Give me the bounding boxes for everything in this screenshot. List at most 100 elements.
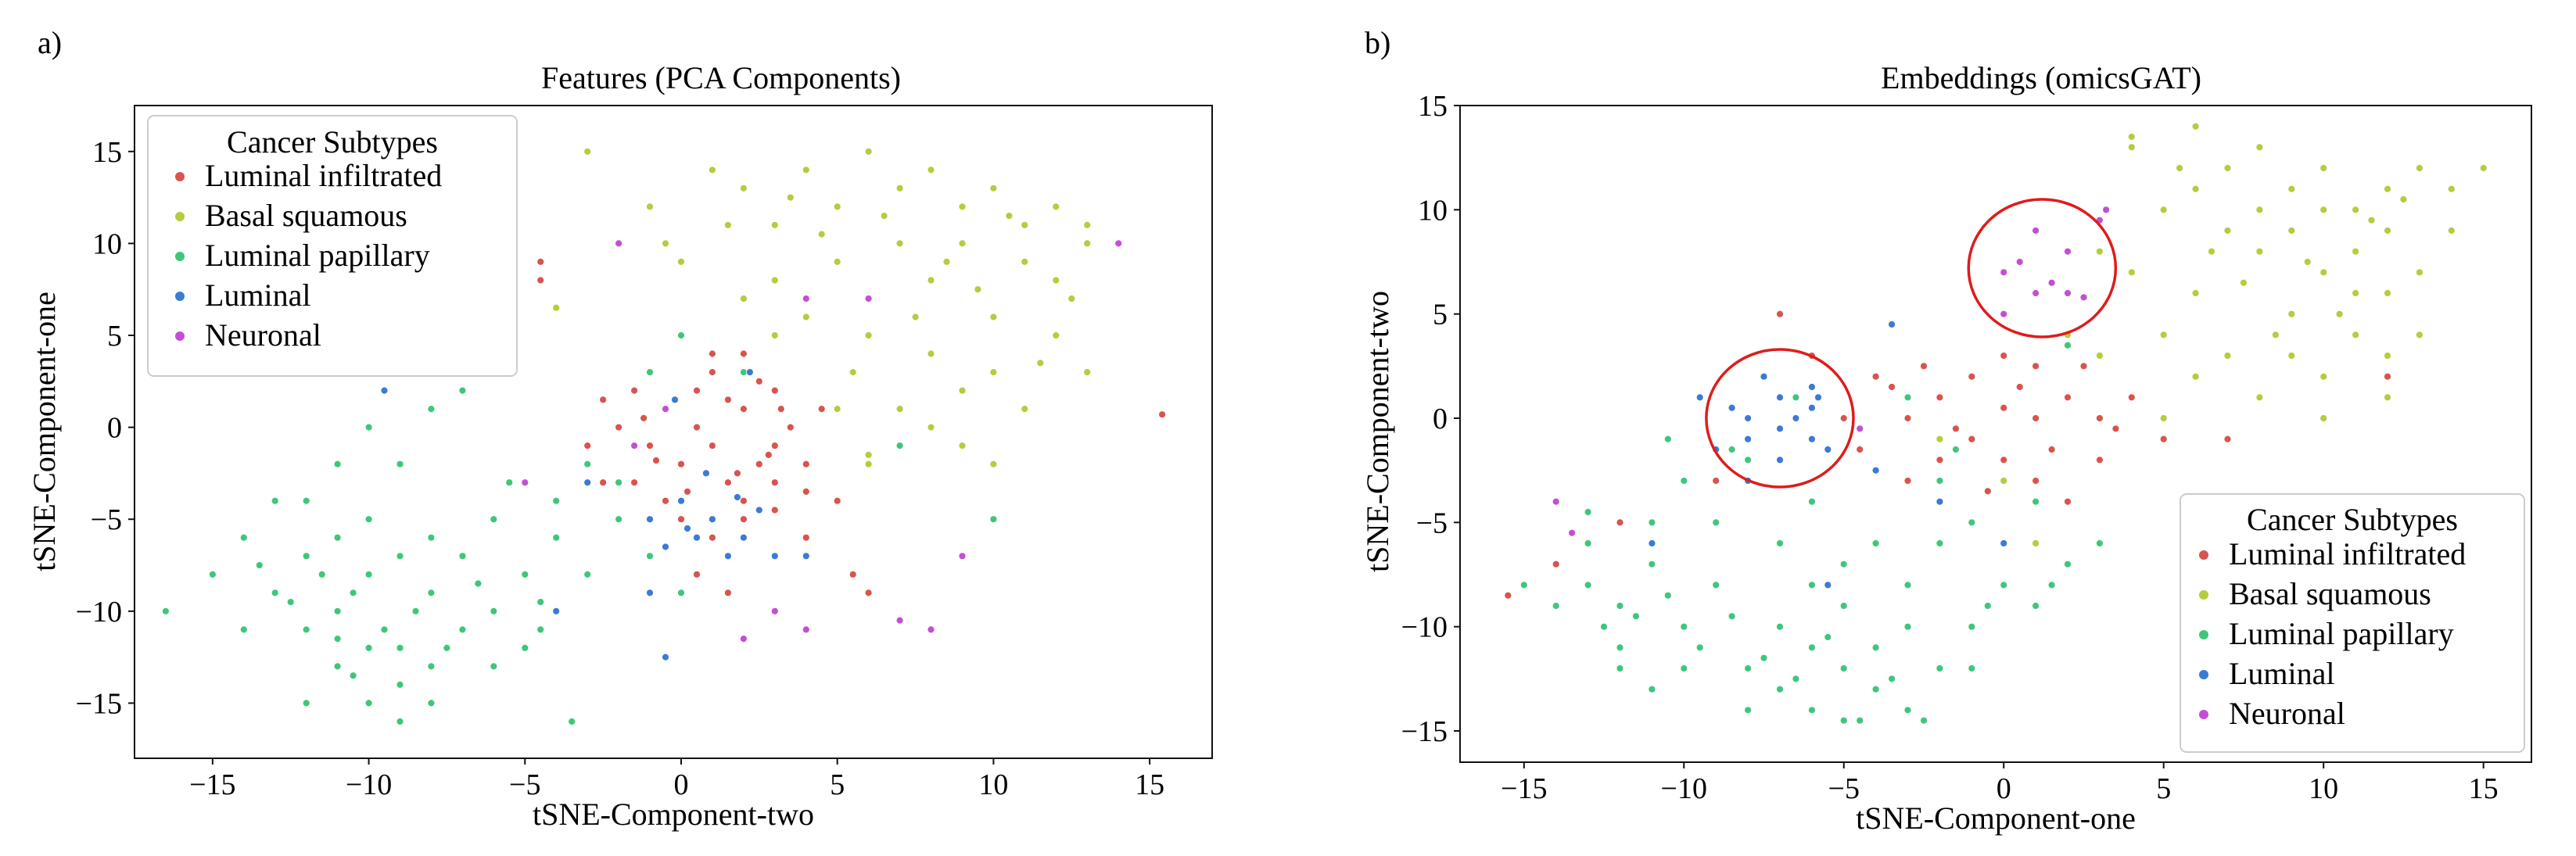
point-luminal-papillary (380, 625, 389, 634)
legend: Cancer Subtypes Luminal infiltrated Basal… (147, 115, 518, 377)
point-luminal-papillary (1871, 685, 1880, 693)
point-luminal-infiltrated (2384, 372, 2391, 381)
point-luminal-papillary (1519, 581, 1528, 589)
point-basal-squamous (2384, 184, 2391, 193)
point-basal-squamous (958, 239, 967, 248)
point-luminal-papillary (1871, 643, 1880, 652)
point-neuronal (770, 607, 779, 615)
y-tick-label: 10 (92, 227, 122, 260)
point-basal-squamous (2159, 414, 2168, 422)
point-basal-squamous (770, 331, 779, 339)
legend-box (147, 115, 518, 377)
point-basal-squamous (2447, 184, 2456, 193)
point-luminal-infiltrated (2032, 362, 2040, 371)
point-luminal-infiltrated (2095, 456, 2104, 464)
point-luminal-infiltrated (1856, 446, 1864, 453)
point-luminal-infiltrated (652, 457, 660, 464)
point-luminal (646, 515, 654, 524)
point-luminal-infiltrated (740, 405, 748, 413)
y-tick-label: 15 (1418, 90, 1448, 123)
point-neuronal (740, 635, 748, 643)
point-neuronal (2064, 247, 2072, 256)
point-basal-squamous (740, 184, 748, 192)
highlight-circles (1705, 198, 2118, 489)
point-luminal-infiltrated (1936, 456, 1944, 464)
point-luminal-papillary (427, 699, 436, 707)
legend-title: Cancer Subtypes (227, 124, 438, 159)
point-luminal-papillary (1776, 539, 1784, 547)
point-basal-squamous (802, 166, 810, 174)
point-basal-squamous (2384, 227, 2391, 235)
legend-label: Luminal infiltrated (2229, 536, 2466, 571)
point-luminal-infiltrated (1871, 372, 1880, 381)
point-luminal-papillary (1584, 581, 1592, 589)
point-luminal-papillary (458, 625, 467, 634)
point-basal-squamous (2352, 247, 2360, 256)
point-basal-squamous (583, 147, 592, 156)
point-luminal (1936, 497, 1944, 506)
point-neuronal (1568, 528, 1576, 537)
point-luminal-papillary (1760, 654, 1768, 662)
point-basal-squamous (2191, 184, 2200, 193)
point-luminal (1695, 393, 1704, 402)
point-basal-squamous (989, 460, 998, 468)
point-luminal-papillary (1616, 664, 1624, 672)
point-basal-squamous (989, 184, 998, 192)
point-basal-squamous (2319, 164, 2328, 172)
point-basal-squamous (864, 331, 873, 339)
point-luminal-papillary (2032, 602, 2040, 610)
point-basal-squamous (1052, 202, 1060, 211)
point-luminal (646, 589, 654, 597)
point-basal-squamous (958, 442, 967, 449)
point-luminal-infiltrated (536, 276, 545, 285)
point-basal-squamous (770, 276, 779, 285)
point-basal-squamous (786, 193, 795, 202)
point-basal-squamous (2176, 164, 2184, 172)
point-luminal-papillary (286, 598, 295, 606)
point-neuronal (2032, 227, 2040, 235)
y-tick-label: −15 (1401, 715, 1448, 748)
point-neuronal (864, 295, 873, 303)
point-basal-squamous (2127, 133, 2136, 141)
point-luminal-papillary (521, 570, 529, 578)
point-luminal-infiltrated (2032, 414, 2040, 422)
point-luminal-infiltrated (2127, 393, 2136, 402)
point-luminal (677, 496, 685, 505)
point-luminal-papillary (490, 515, 498, 524)
point-luminal-papillary (583, 460, 592, 468)
x-tick-label: −15 (1501, 772, 1547, 805)
scatter-points (161, 147, 1166, 725)
point-luminal (662, 543, 669, 551)
point-luminal-papillary (646, 552, 654, 561)
legend-label: Neuronal (2229, 696, 2345, 731)
point-basal-squamous (802, 313, 810, 321)
point-luminal (552, 607, 561, 615)
legend-label: Luminal infiltrated (205, 158, 442, 193)
point-luminal-papillary (646, 368, 654, 377)
x-ticks: −15 −10 −5 0 5 10 15 (189, 758, 1164, 801)
point-luminal-infiltrated (755, 460, 763, 468)
point-basal-squamous (958, 386, 967, 395)
point-neuronal (927, 625, 935, 634)
point-luminal-infiltrated (864, 589, 873, 597)
point-luminal-infiltrated (2111, 424, 2120, 433)
point-luminal-infiltrated (770, 478, 779, 487)
point-luminal-infiltrated (755, 377, 763, 385)
point-luminal (702, 469, 710, 478)
point-basal-squamous (833, 202, 841, 211)
point-luminal-papillary (1903, 581, 1912, 589)
point-luminal-papillary (677, 589, 685, 597)
point-luminal-infiltrated (1968, 435, 1976, 443)
point-basal-squamous (942, 257, 951, 266)
legend-label: Basal squamous (2229, 576, 2431, 611)
point-luminal-infiltrated (693, 386, 701, 395)
x-tick-label: 10 (978, 768, 1008, 801)
point-basal-squamous (2335, 310, 2344, 318)
x-axis-label: tSNE-Component-one (1856, 800, 2136, 836)
point-basal-squamous (2415, 331, 2424, 339)
point-luminal-infiltrated (1951, 424, 1960, 433)
point-luminal-papillary (615, 478, 622, 487)
point-luminal-papillary (1792, 675, 1800, 683)
point-luminal-papillary (1616, 643, 1624, 652)
